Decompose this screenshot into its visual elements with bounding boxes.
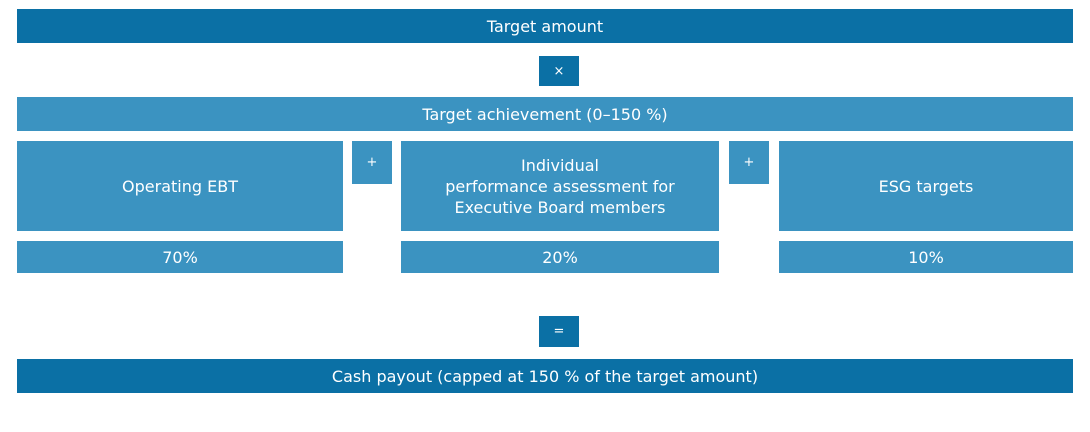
component-label: ESG targets — [779, 141, 1073, 231]
plus-operator: + — [729, 141, 769, 184]
plus-operator: + — [352, 141, 392, 184]
component-label: Operating EBT — [17, 141, 343, 231]
cash-payout: Cash payout (capped at 150 % of the targ… — [17, 359, 1073, 393]
equals-operator: = — [539, 316, 579, 347]
component-weight: 10% — [779, 241, 1073, 273]
component-label: Individual performance assessment for Ex… — [401, 141, 719, 231]
component-weight: 20% — [401, 241, 719, 273]
component-weight: 70% — [17, 241, 343, 273]
target-achievement: Target achievement (0–150 %) — [17, 97, 1073, 131]
target-amount: Target amount — [17, 9, 1073, 43]
multiply-operator: × — [539, 56, 579, 86]
